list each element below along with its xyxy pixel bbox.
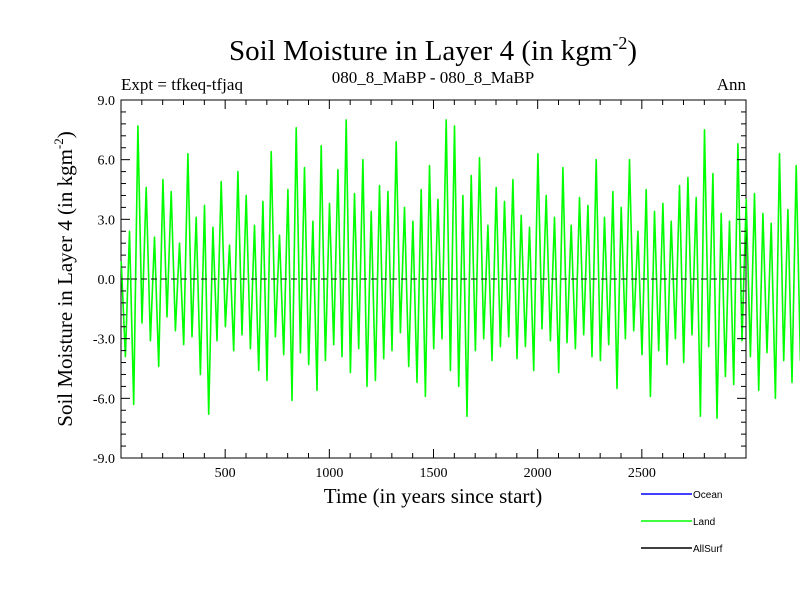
y-tick-label: -3.0 xyxy=(93,333,115,348)
series-land-line xyxy=(120,119,800,420)
y-axis-label: Soil Moisture in Layer 4 (in kgm-2) xyxy=(51,131,77,426)
y-tick-label: 6.0 xyxy=(98,154,116,169)
y-tick-label: 9.0 xyxy=(98,94,116,109)
land-series-line xyxy=(120,119,800,420)
legend: Ocean Land AllSurf xyxy=(641,490,723,555)
legend-label-ocean: Ocean xyxy=(693,490,722,501)
x-tick-label: 2500 xyxy=(628,466,656,481)
y-tick-label: 3.0 xyxy=(98,213,116,228)
x-tick-label: 1000 xyxy=(315,466,343,481)
x-tick-label: 2000 xyxy=(524,466,552,481)
x-axis-ticks: 500 1000 1500 2000 2500 xyxy=(141,100,726,481)
y-axis-label-text: Soil Moisture in Layer 4 (in kgm xyxy=(53,149,77,427)
chart-title-text: Soil Moisture in Layer 4 (in kgm xyxy=(229,35,613,67)
x-axis-label: Time (in years since start) xyxy=(324,484,543,508)
chart-title-close: ) xyxy=(627,35,637,67)
legend-label-land: Land xyxy=(693,517,715,528)
y-tick-label: -9.0 xyxy=(93,452,115,467)
y-axis-ticks: -9.0 -6.0 -3.0 0.0 3.0 6.0 9.0 xyxy=(93,94,746,467)
y-axis-label-sup: -2 xyxy=(51,138,66,149)
x-tick-label: 1500 xyxy=(420,466,448,481)
y-axis-label-close: ) xyxy=(53,131,77,138)
y-tick-label: -6.0 xyxy=(93,392,115,407)
x-tick-label: 500 xyxy=(215,466,236,481)
chart-title-sup: -2 xyxy=(612,33,627,53)
y-tick-label: 0.0 xyxy=(98,273,116,288)
subtitle-right: Ann xyxy=(717,75,747,94)
chart-title: Soil Moisture in Layer 4 (in kgm-2) xyxy=(229,33,637,67)
subtitle-center: 080_8_MaBP - 080_8_MaBP xyxy=(332,68,534,87)
legend-label-allsurf: AllSurf xyxy=(693,544,723,555)
subtitle-left: Expt = tfkeq-tfjaq xyxy=(121,75,243,94)
